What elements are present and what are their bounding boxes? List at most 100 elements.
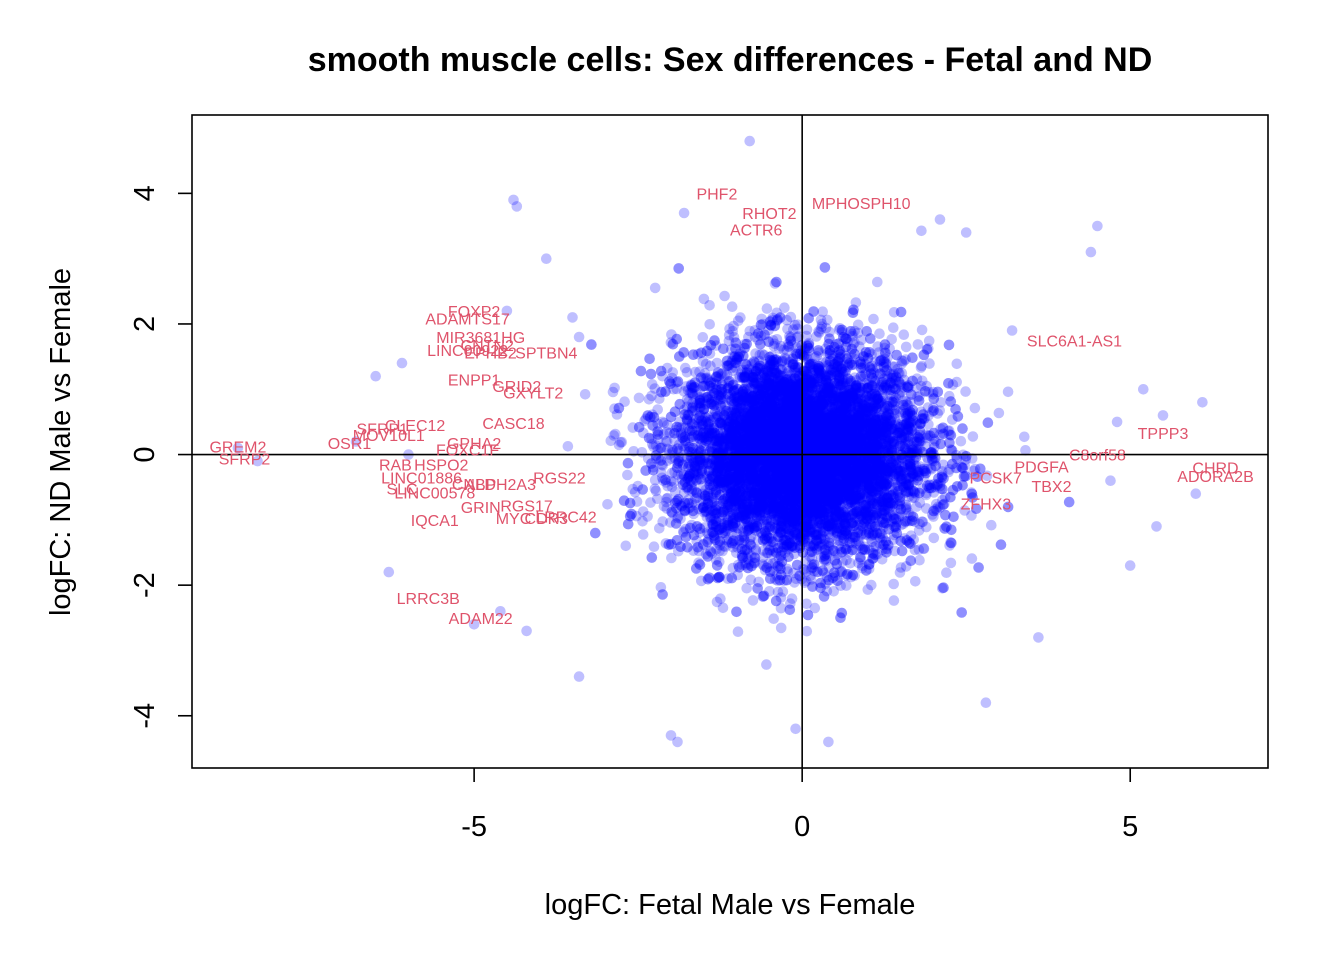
data-point [734, 406, 745, 418]
data-point [761, 303, 773, 314]
data-point [862, 584, 874, 595]
data-point [844, 465, 855, 476]
data-point [894, 406, 906, 417]
data-point [847, 518, 858, 529]
data-point [750, 435, 762, 447]
data-point [855, 427, 866, 439]
data-point [813, 435, 824, 446]
data-point [684, 387, 696, 399]
data-point [741, 508, 753, 520]
data-point [745, 480, 756, 492]
data-point [710, 502, 721, 513]
data-point [910, 576, 921, 587]
data-point [759, 511, 771, 522]
data-point [864, 467, 876, 478]
data-point [803, 460, 814, 471]
data-point [818, 480, 830, 491]
data-point [738, 512, 749, 524]
data-point [812, 400, 824, 412]
data-point [701, 391, 713, 403]
data-point [809, 381, 821, 393]
data-point [853, 536, 865, 547]
data-point [750, 348, 761, 359]
data-point [793, 331, 804, 342]
data-point [829, 457, 841, 468]
data-point [929, 478, 940, 490]
data-point [731, 453, 742, 465]
data-point [853, 557, 864, 569]
data-point [770, 496, 782, 507]
data-point [795, 508, 807, 519]
data-point [806, 526, 817, 538]
data-point [926, 406, 938, 418]
data-point [825, 497, 837, 508]
data-point [748, 407, 760, 419]
data-point [740, 377, 752, 388]
data-point [788, 514, 800, 525]
data-point [856, 443, 867, 454]
data-point [783, 450, 794, 462]
data-point [966, 553, 978, 564]
data-point [813, 473, 824, 485]
data-point [790, 381, 801, 393]
data-point [793, 435, 804, 447]
data-point [714, 556, 725, 568]
data-point [907, 404, 918, 416]
data-point [767, 500, 779, 511]
data-point [914, 461, 926, 472]
data-point [811, 443, 823, 455]
data-point [699, 522, 710, 533]
data-point [904, 515, 916, 527]
data-point [858, 543, 870, 555]
data-point [722, 477, 733, 488]
data-point [780, 399, 791, 410]
data-point [900, 341, 912, 353]
data-point [874, 464, 886, 475]
data-point [665, 453, 677, 465]
data-point [732, 569, 743, 581]
data-point [843, 450, 854, 461]
data-point [866, 500, 878, 511]
data-point [783, 403, 795, 415]
data-point [688, 429, 700, 441]
data-point [854, 483, 865, 494]
data-point [562, 441, 574, 452]
data-point [723, 380, 735, 392]
data-point [845, 399, 857, 411]
data-point [801, 625, 813, 637]
data-point [679, 487, 690, 498]
data-point [867, 439, 878, 450]
data-point [710, 435, 722, 447]
data-point [850, 433, 862, 445]
data-point [766, 350, 778, 362]
data-point [790, 504, 801, 516]
data-point [774, 471, 786, 483]
data-point [811, 404, 823, 416]
data-point [690, 457, 701, 468]
data-point [896, 367, 908, 379]
data-point [789, 418, 800, 430]
data-point [850, 382, 862, 394]
data-point [779, 302, 790, 314]
data-point [620, 540, 632, 552]
data-point [754, 410, 765, 421]
data-point [780, 506, 792, 517]
data-point [810, 413, 822, 424]
data-point [867, 463, 879, 475]
data-point [809, 461, 820, 473]
data-point [708, 495, 720, 507]
data-point [777, 396, 789, 408]
data-point [888, 372, 900, 384]
data-point [756, 410, 767, 422]
data-point [898, 441, 909, 453]
data-point [834, 436, 845, 448]
data-point [891, 372, 902, 383]
data-point [798, 499, 809, 511]
data-point [866, 402, 877, 413]
data-point [658, 500, 670, 512]
data-point [900, 396, 912, 407]
data-point [867, 476, 878, 487]
data-point [579, 389, 591, 400]
data-point [705, 511, 716, 523]
data-point [822, 510, 834, 522]
